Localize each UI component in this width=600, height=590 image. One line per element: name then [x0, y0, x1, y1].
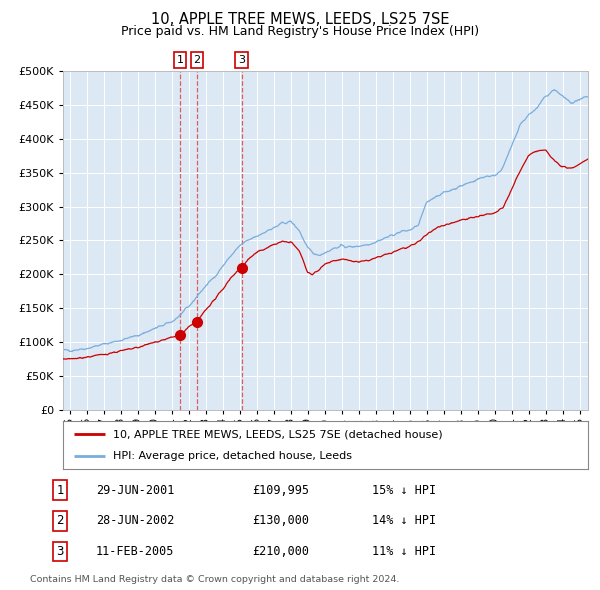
Text: 2: 2	[56, 514, 64, 527]
Text: £130,000: £130,000	[252, 514, 309, 527]
Text: 3: 3	[56, 545, 64, 558]
Text: 29-JUN-2001: 29-JUN-2001	[96, 484, 175, 497]
Text: 14% ↓ HPI: 14% ↓ HPI	[372, 514, 436, 527]
Text: 3: 3	[238, 55, 245, 65]
Text: 1: 1	[56, 484, 64, 497]
Text: 2: 2	[193, 55, 200, 65]
Text: HPI: Average price, detached house, Leeds: HPI: Average price, detached house, Leed…	[113, 451, 352, 461]
Text: 10, APPLE TREE MEWS, LEEDS, LS25 7SE: 10, APPLE TREE MEWS, LEEDS, LS25 7SE	[151, 12, 449, 27]
Text: 11% ↓ HPI: 11% ↓ HPI	[372, 545, 436, 558]
Text: 10, APPLE TREE MEWS, LEEDS, LS25 7SE (detached house): 10, APPLE TREE MEWS, LEEDS, LS25 7SE (de…	[113, 429, 443, 439]
Text: 1: 1	[176, 55, 184, 65]
Text: 28-JUN-2002: 28-JUN-2002	[96, 514, 175, 527]
Text: Price paid vs. HM Land Registry's House Price Index (HPI): Price paid vs. HM Land Registry's House …	[121, 25, 479, 38]
Text: 15% ↓ HPI: 15% ↓ HPI	[372, 484, 436, 497]
Text: £210,000: £210,000	[252, 545, 309, 558]
Text: 11-FEB-2005: 11-FEB-2005	[96, 545, 175, 558]
Text: Contains HM Land Registry data © Crown copyright and database right 2024.: Contains HM Land Registry data © Crown c…	[30, 575, 400, 584]
Text: £109,995: £109,995	[252, 484, 309, 497]
